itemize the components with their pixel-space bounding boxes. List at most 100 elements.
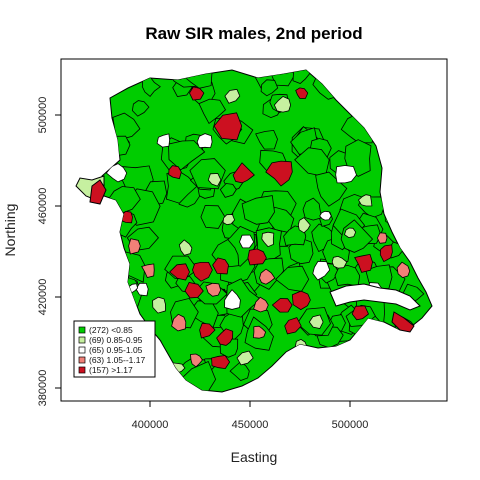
- west-peninsula-red: [89, 179, 107, 205]
- district-area: [184, 282, 204, 299]
- legend-swatch: [78, 336, 86, 344]
- y-tick-label: 500000: [37, 97, 49, 134]
- district-area: [381, 341, 405, 364]
- y-axis: 380000 420000 460000 500000: [37, 97, 62, 407]
- district-area: [357, 194, 373, 207]
- district-area: [310, 354, 335, 377]
- district-area: [152, 296, 166, 314]
- district-area: [102, 245, 127, 280]
- district-area: [378, 78, 403, 98]
- district-area: [156, 133, 171, 148]
- district-area: [213, 112, 243, 141]
- x-tick-label: 500000: [332, 419, 369, 431]
- district-area: [252, 325, 267, 339]
- y-axis-label: Northing: [2, 204, 18, 257]
- south-spur: [391, 311, 415, 333]
- legend-label: (69) 0.85-0.95: [89, 335, 143, 345]
- district-area: [406, 70, 432, 93]
- district-area: [189, 86, 205, 101]
- district-area: [402, 335, 424, 357]
- district-area: [284, 317, 302, 335]
- district-area: [205, 282, 222, 297]
- legend-label: (157) >1.17: [89, 365, 133, 375]
- district-area: [224, 289, 241, 310]
- district-area: [418, 235, 432, 254]
- district-area: [418, 73, 432, 93]
- district-area: [302, 197, 323, 221]
- x-tick-label: 400000: [132, 419, 169, 431]
- district-area: [291, 290, 311, 311]
- district-area: [414, 120, 432, 146]
- district-area: [196, 133, 213, 149]
- district-area: [199, 322, 216, 339]
- legend-swatch: [78, 326, 86, 334]
- district-area: [312, 260, 331, 281]
- district-area: [232, 162, 255, 184]
- district-area: [308, 314, 324, 329]
- district-area: [200, 205, 226, 229]
- district-area: [271, 298, 293, 313]
- district-area: [219, 183, 237, 198]
- district-area: [236, 350, 254, 366]
- district-area: [340, 369, 369, 392]
- district-area: [344, 227, 357, 239]
- legend-label: (272) <0.85: [89, 325, 133, 335]
- district-area: [292, 70, 311, 84]
- legend-box: [73, 320, 156, 378]
- district-area: [229, 361, 250, 381]
- district-area: [198, 98, 227, 125]
- district-area: [169, 263, 190, 281]
- district-area: [389, 159, 423, 187]
- district-area: [334, 264, 361, 287]
- y-tick-label: 420000: [37, 279, 49, 316]
- district-area: [297, 217, 311, 234]
- district-area: [128, 238, 141, 255]
- district-area: [239, 234, 255, 249]
- legend: (272) <0.85(69) 0.85-0.95(65) 0.95-1.05(…: [73, 320, 156, 378]
- district-area: [273, 96, 292, 113]
- district-area: [385, 204, 397, 215]
- district-area: [262, 368, 285, 392]
- y-tick-label: 380000: [37, 370, 49, 407]
- district-area: [171, 313, 187, 332]
- x-axis: 400000 450000 500000: [132, 400, 369, 431]
- district-area: [141, 263, 155, 278]
- district-area: [287, 364, 303, 379]
- district-area: [359, 346, 387, 376]
- district-area: [402, 335, 431, 370]
- x-axis-label: Easting: [231, 449, 278, 465]
- district-area: [261, 231, 275, 248]
- legend-swatch: [78, 366, 86, 374]
- y-tick-label: 460000: [37, 188, 49, 225]
- district-area: [190, 353, 203, 368]
- district-area: [165, 170, 198, 204]
- district-area: [319, 210, 332, 221]
- district-area: [410, 199, 431, 224]
- legend-swatch: [78, 356, 86, 364]
- district-area: [260, 79, 279, 97]
- district-area: [361, 79, 388, 105]
- district-area: [222, 214, 236, 226]
- district-area: [295, 87, 309, 99]
- district-area: [402, 83, 432, 118]
- district-area: [376, 131, 399, 150]
- district-area: [406, 190, 432, 215]
- district-area: [207, 173, 222, 187]
- legend-label: (65) 0.95-1.05: [89, 345, 143, 355]
- district-area: [396, 261, 411, 279]
- legend-swatch: [78, 346, 86, 354]
- district-area: [367, 331, 400, 361]
- district-area: [385, 98, 417, 130]
- district-area: [369, 329, 400, 354]
- district-area: [224, 88, 241, 104]
- district-area: [265, 160, 293, 187]
- district-area: [216, 328, 234, 346]
- legend-label: (63) 1.05--1.17: [89, 355, 145, 365]
- estuary: [329, 283, 421, 311]
- district-area: [376, 232, 388, 244]
- district-area: [131, 100, 150, 117]
- district-area: [253, 296, 269, 313]
- district-area: [351, 305, 369, 321]
- district-area: [259, 268, 276, 285]
